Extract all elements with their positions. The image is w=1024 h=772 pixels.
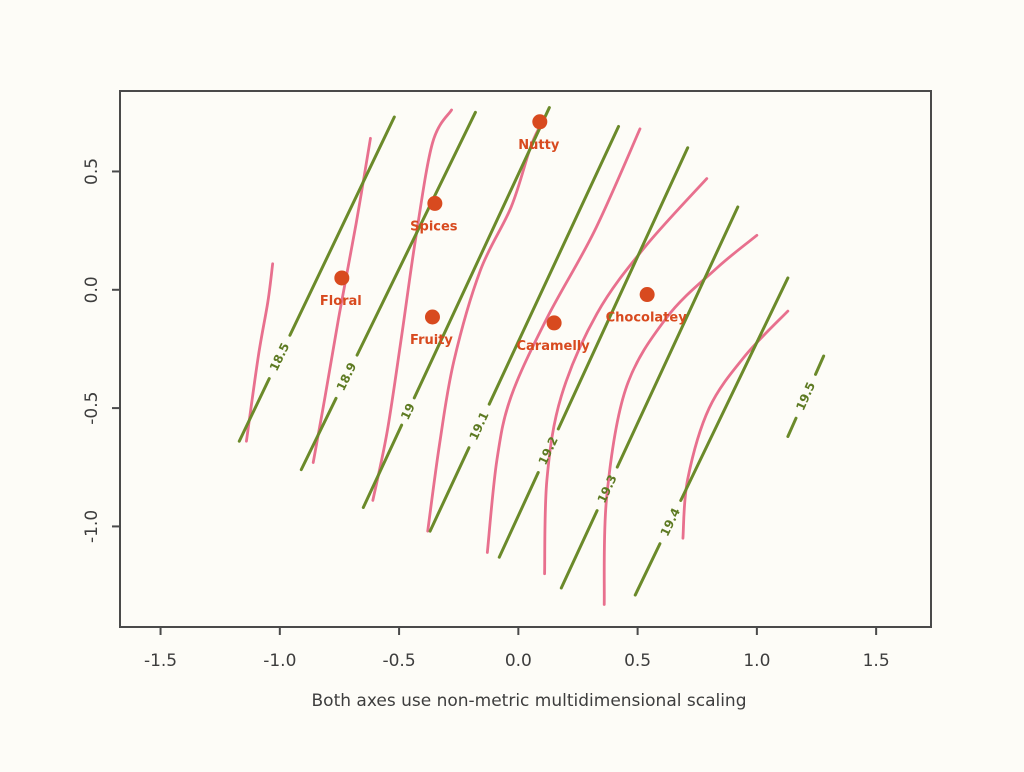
pink-contour-line [543, 177, 709, 576]
green-contour-line [497, 471, 540, 559]
point-label: Fruity [410, 333, 453, 348]
x-tick-label: -1.0 [263, 651, 296, 671]
green-contours: 18.5 18.9 19 19.1 19.2 19.3 19.4 19.5 [237, 106, 826, 597]
data-points: Nutty Spices Floral Fruity Caramelly Chocolat… [320, 114, 687, 354]
data-point [532, 114, 548, 130]
pink-contour-line [485, 127, 642, 554]
x-tick-label: 1.0 [743, 651, 770, 671]
green-contour-line [615, 205, 740, 469]
data-point [546, 315, 562, 331]
data-point [639, 287, 655, 303]
pink-contour-line [371, 108, 453, 502]
point-label: Chocolatey [606, 311, 688, 326]
green-contour-line [487, 124, 621, 406]
y-axis: -1.0 -0.5 0.0 0.5 [82, 158, 120, 543]
point-label: Floral [320, 294, 362, 309]
data-point [334, 270, 350, 286]
plot-frame [119, 90, 932, 628]
y-tick-label: -1.0 [82, 510, 102, 543]
pink-contour-line [602, 233, 759, 606]
green-contour-line [355, 110, 477, 357]
x-tick-label: 0.0 [505, 651, 532, 671]
contour-level-label: 18.9 [334, 360, 360, 393]
contour-level-label: 18.5 [267, 341, 292, 374]
y-tick-label: 0.0 [82, 276, 102, 303]
green-contour-line [299, 396, 338, 472]
green-contour-line [633, 542, 662, 597]
y-tick-label: 0.5 [82, 158, 102, 185]
green-contour-line [237, 377, 271, 443]
contour-level-label: 19.4 [658, 506, 683, 539]
x-tick-label: -0.5 [382, 651, 415, 671]
green-contour-line [786, 416, 798, 439]
green-contour-line [556, 146, 690, 431]
contour-level-label: 19 [398, 401, 418, 422]
pink-contour-line [245, 262, 275, 443]
green-contour-line [679, 276, 790, 502]
green-contour-line [288, 115, 396, 337]
data-point [427, 195, 443, 211]
data-point [424, 309, 440, 325]
x-axis-label: Both axes use non-metric multidimensiona… [312, 691, 747, 711]
point-label: Nutty [518, 138, 560, 153]
green-contour-line [412, 106, 551, 400]
contour-level-label: 19.5 [793, 380, 818, 413]
x-tick-label: 1.5 [863, 651, 890, 671]
green-contour-line [814, 354, 826, 376]
x-tick-label: 0.5 [624, 651, 651, 671]
green-contour-line [361, 423, 404, 509]
point-label: Spices [410, 219, 458, 234]
pink-contour-line [311, 136, 372, 464]
pink-contours [245, 108, 790, 606]
contour-level-label: 19.1 [466, 410, 491, 443]
y-tick-label: -0.5 [82, 392, 102, 425]
contour-level-label: 19.3 [595, 473, 620, 506]
point-label: Caramelly [516, 339, 590, 354]
contour-level-label: 19.2 [536, 434, 561, 467]
green-contour-line [559, 509, 599, 590]
green-contour-line [428, 446, 471, 533]
x-tick-label: -1.5 [144, 651, 177, 671]
x-axis: -1.5 -1.0 -0.5 0.0 0.5 1.0 1.5 [144, 627, 890, 671]
pink-contour-line [681, 309, 790, 540]
